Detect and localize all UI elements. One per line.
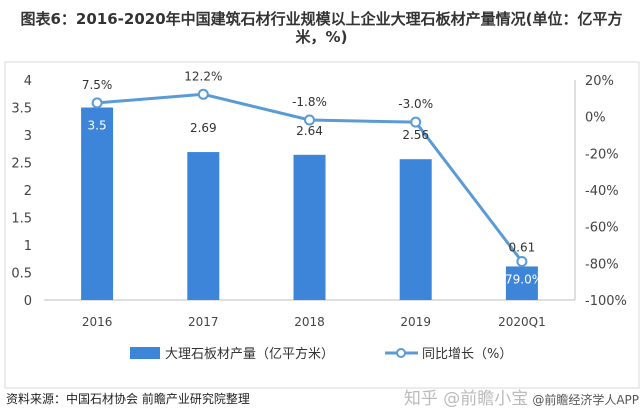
line-point [410,116,422,128]
right-tick-label: -20% [585,147,619,162]
legend-bar-label: 大理石板材产量（亿平方米） [165,346,334,362]
bar [505,266,538,300]
right-tick-label: 0% [585,111,606,126]
left-tick-label: 0 [24,294,32,309]
line-data-label: 12.2% [184,69,222,83]
bar-data-label: 0.61 [509,241,536,255]
x-tick-label: 2016 [82,315,113,329]
bar [81,107,114,300]
left-tick-label: 3.5 [11,102,32,117]
left-tick-label: 2.5 [11,157,32,172]
x-tick-label: 2020Q1 [498,315,546,329]
legend-bar-swatch [130,347,160,359]
left-tick-label: 4 [24,74,32,89]
bar [399,159,432,300]
bar-data-label: 2.69 [190,121,217,135]
bar [187,152,220,300]
legend-line-marker [396,348,406,358]
left-tick-label: 1 [24,239,32,254]
chart-border [4,61,640,389]
line-point [91,97,103,109]
left-tick-label: 2 [24,184,32,199]
line-point [197,88,209,100]
bar-data-label: 3.5 [88,119,107,133]
source-note: 资料来源：中国石材协会 前瞻产业研究院整理 [6,392,250,406]
line-data-label: -1.8% [292,95,327,109]
right-tick-label: 20% [585,74,614,89]
line-data-label: -79.0% [501,273,543,287]
left-tick-label: 3 [24,129,32,144]
right-tick-label: -80% [585,257,619,272]
line-data-label: -3.0% [398,97,433,111]
x-tick-label: 2018 [294,315,325,329]
legend-line-label: 同比增长（%） [422,347,512,362]
bar-data-label: 2.64 [296,124,323,138]
watermark: 知乎 @前瞻小宝 @前瞻经济学人APP [404,384,639,409]
x-tick-label: 2017 [188,315,219,329]
right-tick-label: -40% [585,184,619,199]
line-data-label: 7.5% [82,78,113,92]
chart-title: 图表6：2016-2020年中国建筑石材行业规模以上企业大理石板材产量情况(单位… [20,10,623,46]
app-watermark: @前瞻经济学人APP [532,393,639,407]
left-tick-label: 1.5 [11,212,32,227]
right-tick-label: -100% [585,294,627,309]
x-tick-label: 2019 [400,315,431,329]
bar-data-label: 2.56 [402,128,429,142]
bar [293,154,326,300]
zhihu-watermark: 知乎 @前瞻小宝 [403,389,529,409]
left-tick-label: 0.5 [11,267,32,282]
line-point [304,114,315,126]
line-point [516,256,528,267]
right-tick-label: -60% [585,221,619,236]
